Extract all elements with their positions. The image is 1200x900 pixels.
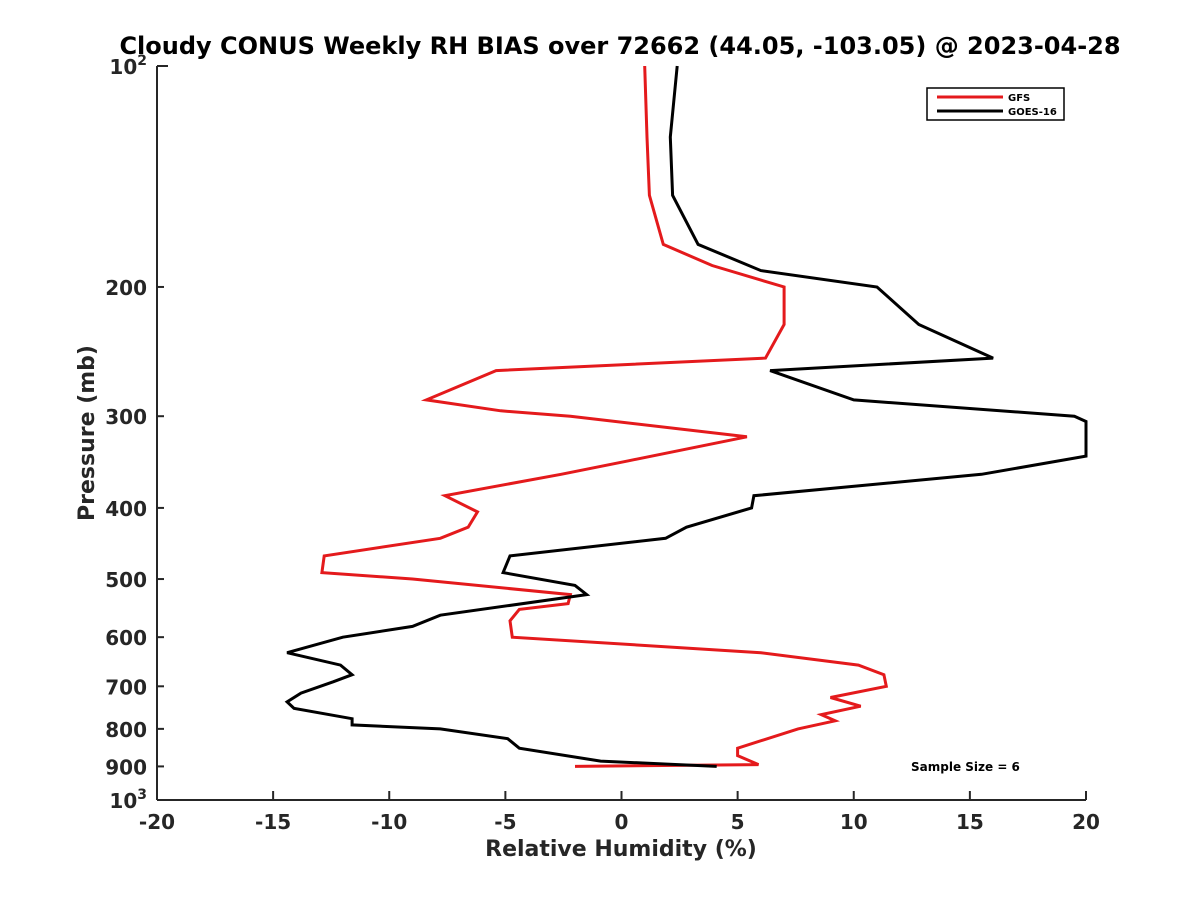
series-line-gfs (320, 65, 889, 768)
plot-area (156, 65, 1088, 801)
y-axis-label: Pressure (mb) (75, 345, 100, 521)
x-tick-label: -5 (494, 810, 516, 834)
x-axis-label: Relative Humidity (%) (485, 837, 757, 862)
chart-title: Cloudy CONUS Weekly RH BIAS over 72662 (… (119, 32, 1120, 60)
series-layer (284, 65, 1088, 768)
sample-size-annotation: Sample Size = 6 (911, 760, 1020, 774)
y-tick-label: 900 (105, 755, 147, 779)
series-line-goes-16 (284, 65, 1088, 768)
y-tick-label: 700 (105, 675, 147, 699)
y-tick-label: 300 (105, 405, 147, 429)
legend-label-goes-16: GOES-16 (1008, 107, 1057, 118)
legend-label-gfs: GFS (1008, 93, 1030, 104)
x-tick-label: -10 (371, 810, 407, 834)
y-tick-label: 600 (105, 626, 147, 650)
y-tick-label: 800 (105, 718, 147, 742)
y-tick-label: 200 (105, 276, 147, 300)
x-tick-label: 10 (840, 810, 868, 834)
plot-frame (157, 66, 1086, 800)
x-tick-label: 15 (956, 810, 984, 834)
y-tick-label: 400 (105, 497, 147, 521)
x-axis-ticks: -20 -15 -10 -5 0 5 10 15 20 (139, 791, 1100, 834)
x-tick-label: -15 (255, 810, 291, 834)
y-tick-label: 102 (109, 53, 147, 79)
x-tick-label: -20 (139, 810, 175, 834)
legend-box (926, 87, 1065, 121)
x-tick-label: 20 (1072, 810, 1100, 834)
y-tick-label: 500 (105, 568, 147, 592)
legend: GFS GOES-16 (926, 87, 1065, 121)
x-tick-label: 5 (731, 810, 745, 834)
x-tick-label: 0 (615, 810, 629, 834)
